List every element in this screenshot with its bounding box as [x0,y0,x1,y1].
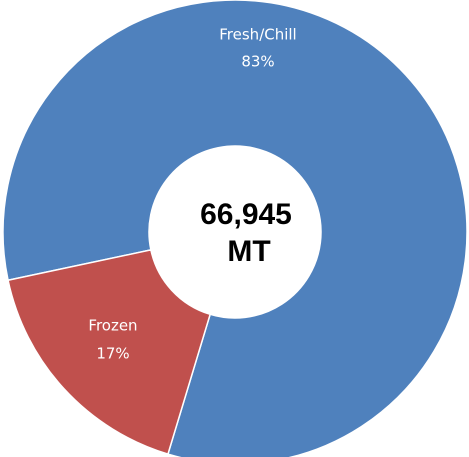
slice-category-label: Frozen [88,317,137,335]
slice-value-label: 83% [241,53,274,71]
center-value: 66,945 [200,198,292,231]
donut-slice [7,248,212,456]
center-unit: MT [227,235,270,268]
slice-category-label: Fresh/Chill [219,26,296,44]
slice-value-label: 17% [96,345,129,363]
